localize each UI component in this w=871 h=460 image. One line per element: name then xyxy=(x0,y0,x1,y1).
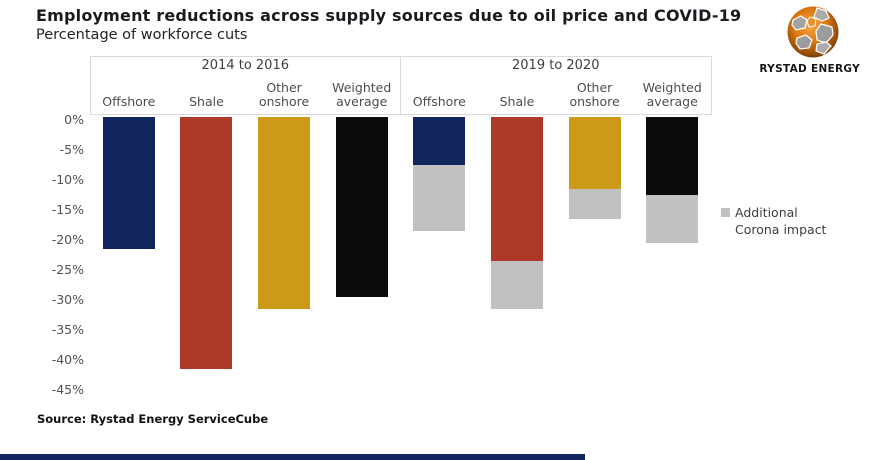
category-label: Other onshore xyxy=(258,79,310,110)
category-label: Shale xyxy=(189,94,224,110)
chart-subtitle: Percentage of workforce cuts xyxy=(36,27,248,43)
y-axis-tick-label: -20% xyxy=(51,232,84,247)
bar-segment-base xyxy=(568,117,621,189)
rystad-energy-wordmark: RYSTAD ENERGY xyxy=(759,63,860,75)
legend-label: Additional Corona impact xyxy=(735,205,827,237)
bar-segment-base xyxy=(413,117,466,165)
footer-accent-bar xyxy=(0,454,585,460)
bar-segment-base xyxy=(646,117,699,195)
globe-icon xyxy=(787,6,839,58)
bar-segment-base xyxy=(335,117,388,297)
bar-segment-corona xyxy=(646,195,699,243)
category-label: Offshore xyxy=(102,94,156,110)
legend: Additional Corona impact xyxy=(721,205,839,239)
y-axis-tick-label: -5% xyxy=(59,142,84,157)
bar-segment-base xyxy=(490,117,543,261)
group-period-label: 2019 to 2020 xyxy=(512,58,600,73)
y-axis-tick-label: -15% xyxy=(51,202,84,217)
y-axis-tick-label: -40% xyxy=(51,352,84,367)
header-right-border xyxy=(711,56,712,115)
y-axis-tick-label: -25% xyxy=(51,262,84,277)
bar-segment-base xyxy=(102,117,155,249)
header-group-divider xyxy=(400,56,401,115)
category-label: Weighted average xyxy=(642,79,702,110)
y-axis-tick-label: -35% xyxy=(51,322,84,337)
y-axis-tick-label: -45% xyxy=(51,382,84,397)
source-note: Source: Rystad Energy ServiceCube xyxy=(37,412,269,426)
bar-segment-corona xyxy=(568,189,621,219)
category-label: Other onshore xyxy=(569,79,620,110)
category-label: Shale xyxy=(499,94,535,110)
group-period-label: 2014 to 2016 xyxy=(201,58,289,73)
chart-title: Employment reductions across supply sour… xyxy=(36,6,742,25)
bar-segment-corona xyxy=(490,261,543,309)
legend-swatch-corona xyxy=(721,208,730,217)
bar-segment-base xyxy=(258,117,311,309)
y-axis-tick-label: -10% xyxy=(51,172,84,187)
category-label: Offshore xyxy=(412,94,466,110)
y-axis-tick-label: -30% xyxy=(51,292,84,307)
y-axis-tick-label: 0% xyxy=(64,112,84,127)
header-left-border xyxy=(90,56,91,115)
rystad-energy-globe-logo xyxy=(786,5,840,59)
bar-segment-corona xyxy=(413,165,466,231)
category-label: Weighted average xyxy=(332,79,392,110)
bar-segment-base xyxy=(180,117,233,369)
